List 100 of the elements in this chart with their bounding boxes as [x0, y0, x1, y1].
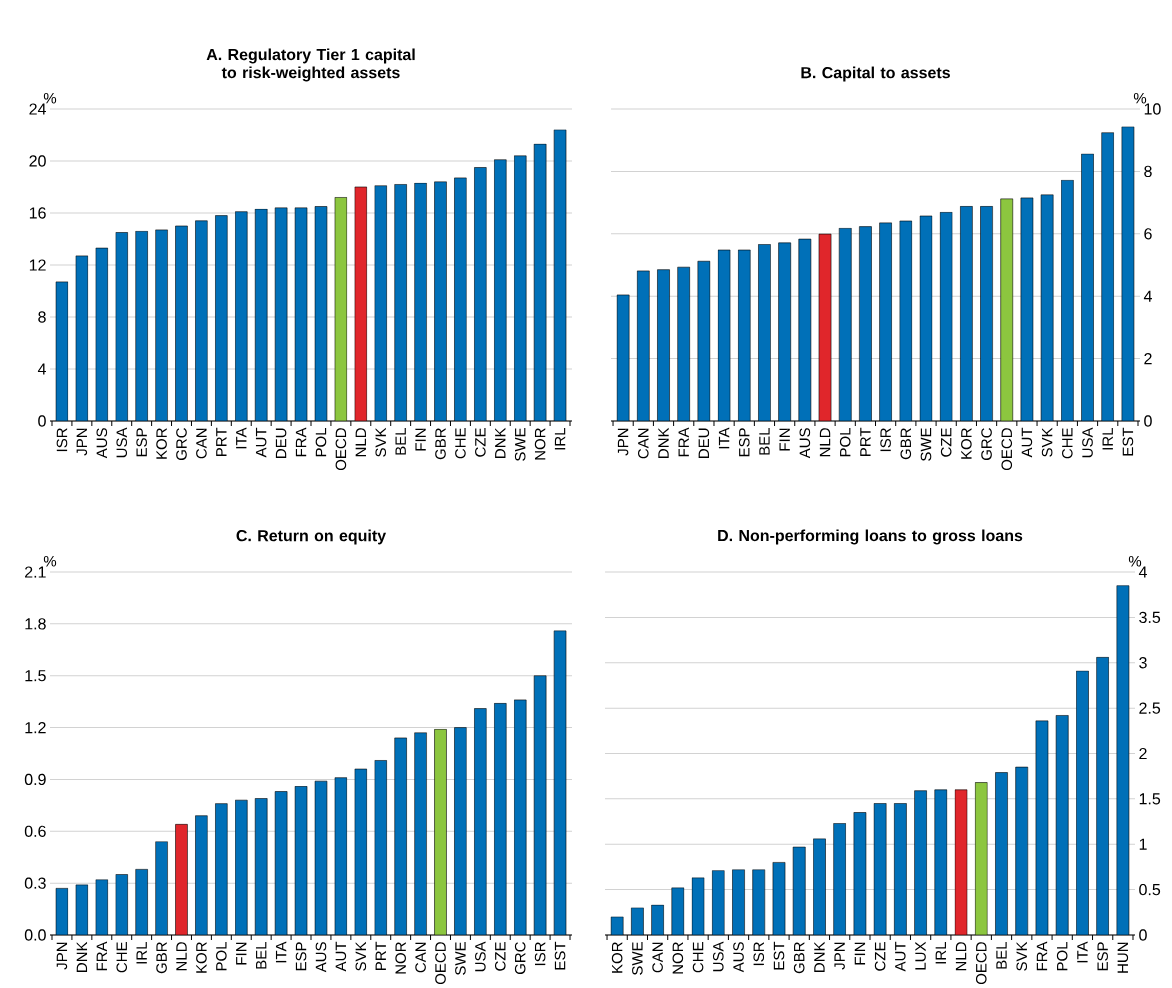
x-tick-label: FIN: [236, 942, 247, 965]
x-tick-label: AUT: [895, 941, 906, 972]
x-tick-label: IRL: [136, 941, 147, 964]
y-tick-label: 4: [1138, 566, 1147, 578]
x-tick-label: AUS: [799, 428, 811, 459]
x-tick-label: OECD: [1001, 428, 1013, 471]
x-tick-label: SVK: [1016, 941, 1028, 971]
x-tick-label: ESP: [738, 428, 750, 457]
y-tick-label: 4: [37, 363, 46, 375]
x-tick-label: FIN: [854, 942, 866, 965]
x-tick-label: JPN: [76, 428, 88, 456]
y-axis-title: %: [43, 92, 57, 104]
x-tick-label: SVK: [355, 941, 367, 971]
x-tick-label: SVK: [1041, 427, 1053, 457]
x-tick-label: ISR: [534, 942, 546, 966]
x-tick-label: ESP: [136, 428, 147, 457]
x-tick-label: AUS: [96, 428, 108, 459]
y-tick-label: 4: [1143, 290, 1152, 302]
x-tick-label: FRA: [96, 941, 107, 971]
x-tick-label: CZE: [494, 942, 506, 971]
x-tick-label: USA: [116, 427, 128, 458]
x-tick-label: SWE: [514, 428, 526, 461]
x-tick-label: ESP: [295, 942, 307, 971]
y-tick-label: 3: [1139, 657, 1147, 669]
y-tick-label: 1.5: [25, 670, 46, 682]
x-tick-label: NLD: [955, 942, 967, 971]
y-tick-label: 6: [1144, 228, 1152, 240]
x-tick-label: JPN: [617, 428, 629, 456]
x-tick-label: OECD: [435, 942, 446, 985]
x-tick-label: CZE: [475, 428, 486, 457]
x-tick-label: ISR: [753, 942, 765, 966]
y-tick-label: 1.5: [1139, 793, 1161, 805]
y-tick-label: 2: [1144, 353, 1152, 365]
y-tick-label: 1.8: [25, 618, 46, 630]
x-tick-label: BEL: [256, 941, 267, 969]
y-tick-label: 0.6: [24, 825, 46, 837]
x-tick-label: NOR: [672, 942, 684, 974]
chart-title: A. Regulatory Tier 1 capital to risk-weighted assets: [206, 48, 415, 82]
x-tick-label: BEL: [759, 427, 770, 455]
x-tick-label: CAN: [638, 428, 649, 459]
y-tick-label: 1.2: [25, 721, 46, 734]
x-tick-label: IRL: [1102, 427, 1113, 450]
y-tick-label: 0.0: [24, 929, 46, 941]
x-tick-label: GBR: [435, 428, 446, 460]
x-tick-label: KOR: [156, 428, 167, 459]
x-tick-label: KOR: [611, 942, 623, 973]
x-tick-label: CZE: [874, 942, 886, 971]
x-tick-label: JPN: [56, 942, 68, 970]
x-tick-label: OECD: [335, 428, 347, 471]
x-tick-label: GBR: [900, 428, 912, 460]
x-tick-label: ITA: [275, 941, 287, 963]
x-tick-label: JPN: [834, 942, 845, 970]
y-tick-label: 2: [1139, 747, 1147, 760]
x-tick-label: ITA: [1077, 941, 1088, 963]
x-tick-label: PRT: [216, 427, 227, 456]
x-tick-label: DNK: [495, 427, 506, 458]
x-tick-label: AUT: [335, 941, 347, 972]
x-tick-label: POL: [216, 941, 227, 971]
x-tick-label: DNK: [76, 941, 88, 972]
x-tick-label: USA: [712, 941, 724, 972]
x-tick-label: NLD: [819, 428, 831, 457]
x-tick-label: GBR: [793, 942, 805, 974]
x-tick-label: EST: [1122, 427, 1134, 456]
chart-title: B. Capital to assets: [801, 66, 950, 82]
x-tick-label: NLD: [355, 428, 366, 457]
x-tick-label: KOR: [961, 428, 972, 459]
x-tick-label: CHE: [692, 942, 704, 973]
chart-title: D. Non-performing loans to gross loans: [718, 529, 1023, 545]
x-tick-label: FRA: [1036, 941, 1048, 971]
y-tick-label: 3.5: [1139, 611, 1161, 624]
x-tick-label: CAN: [415, 942, 426, 973]
x-tick-label: POL: [1056, 941, 1068, 971]
x-tick-label: CHE: [1062, 428, 1073, 459]
x-tick-label: FIN: [779, 428, 790, 451]
x-tick-label: SWE: [632, 942, 643, 975]
x-tick-label: GRC: [981, 428, 992, 461]
x-tick-label: LUX: [915, 941, 926, 970]
x-tick-label: ISR: [880, 428, 891, 452]
y-tick-label: 8: [38, 311, 46, 323]
x-tick-label: DEU: [275, 428, 287, 458]
x-tick-label: AUS: [733, 942, 744, 973]
y-tick-label: 16: [29, 207, 46, 219]
x-tick-label: AUT: [1021, 427, 1033, 458]
y-tick-label: 0: [1144, 415, 1152, 427]
x-tick-label: BEL: [395, 427, 406, 455]
x-tick-label: CHE: [116, 942, 128, 973]
x-tick-label: KOR: [196, 942, 207, 973]
x-tick-label: FRA: [295, 427, 307, 457]
x-tick-label: USA: [475, 941, 486, 972]
y-tick-label: 12: [29, 259, 46, 271]
x-tick-label: SWE: [455, 942, 466, 975]
x-tick-label: SWE: [920, 428, 932, 461]
x-tick-label: BEL: [996, 941, 1007, 969]
x-tick-label: AUT: [255, 427, 267, 458]
y-tick-label: 2.1: [25, 566, 46, 578]
y-tick-label: 1: [1139, 838, 1147, 850]
x-tick-label: PRT: [860, 427, 871, 456]
x-tick-label: FIN: [415, 428, 426, 451]
x-tick-label: GBR: [156, 942, 167, 974]
y-tick-label: 20: [29, 155, 46, 167]
